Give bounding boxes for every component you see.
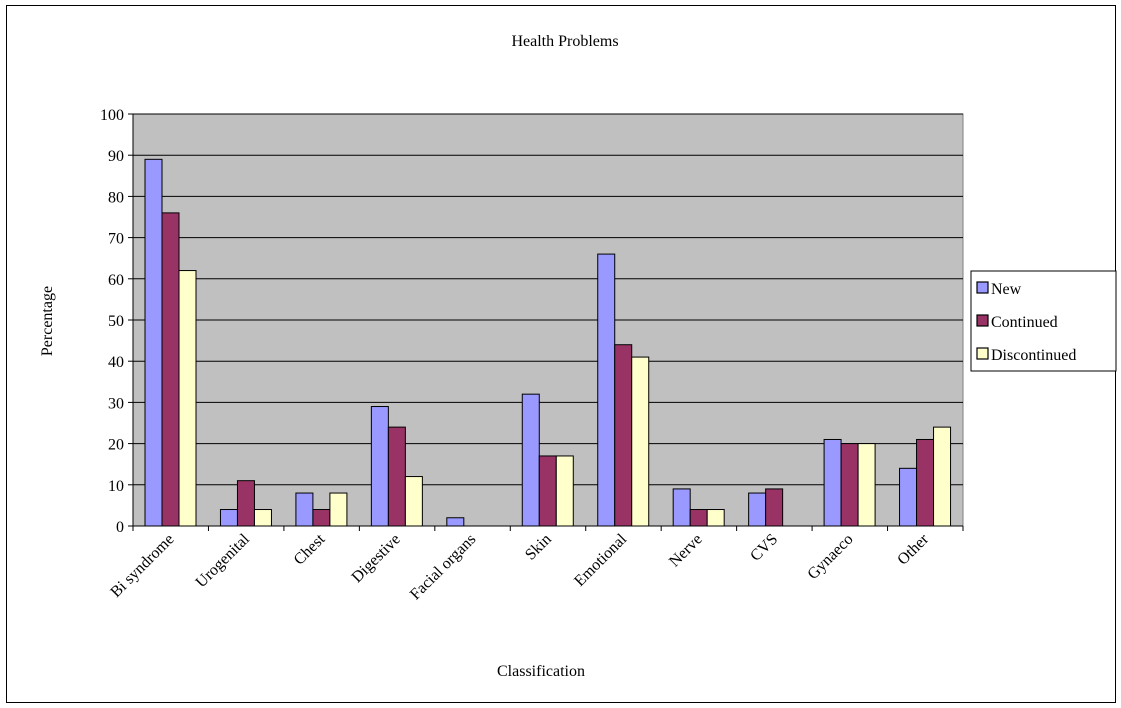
y-tick-label: 50 — [108, 313, 124, 330]
y-tick-label: 20 — [108, 437, 124, 454]
bar-discontinued-gynaeco — [857, 443, 876, 527]
bar-new-bi-syndrome — [144, 158, 163, 527]
bar-discontinued-skin — [555, 455, 574, 527]
bar-new-digestive — [370, 406, 389, 527]
bar-continued-digestive — [387, 426, 406, 527]
y-tick-label: 40 — [108, 354, 124, 371]
y-tick-label: 60 — [108, 272, 124, 289]
x-tick-label: Other — [894, 530, 932, 568]
legend-label: New — [991, 281, 1022, 298]
bar-continued-nerve — [689, 509, 708, 527]
x-tick-label: Gynaeco — [804, 531, 856, 583]
legend-swatch — [976, 314, 989, 327]
y-tick-label: 70 — [108, 231, 124, 248]
x-tick-label: Bi syndrome — [107, 531, 177, 601]
bar-new-gynaeco — [823, 438, 842, 527]
legend-swatch — [976, 281, 989, 294]
bar-continued-gynaeco — [840, 443, 859, 527]
legend-label: Continued — [991, 314, 1058, 331]
bar-new-cvs — [748, 492, 767, 527]
x-tick-label: CVS — [747, 531, 781, 565]
x-tick-label: Facial organs — [407, 531, 479, 603]
y-tick-label: 0 — [116, 519, 124, 536]
bar-discontinued-bi-syndrome — [178, 270, 197, 527]
bar-discontinued-other — [933, 426, 952, 527]
bar-new-chest — [295, 492, 314, 527]
y-tick-label: 30 — [108, 395, 124, 412]
plot-area: 0 10 20 30 40 50 60 70 80 90 100 Bi syndrome Urogeni… — [100, 107, 964, 603]
bar-continued-skin — [538, 455, 557, 527]
bar-continued-urogenital — [236, 480, 255, 527]
x-tick-label: Urogenital — [193, 530, 254, 591]
y-tick-label: 100 — [100, 107, 124, 124]
bar-discontinued-urogenital — [253, 509, 272, 527]
bar-discontinued-digestive — [404, 476, 423, 527]
bar-discontinued-nerve — [706, 509, 725, 527]
x-tick-label: Chest — [291, 530, 329, 568]
bar-continued-other — [916, 438, 935, 527]
bar-continued-chest — [312, 509, 331, 527]
x-tick-label: Emotional — [571, 530, 631, 590]
y-tick-label: 80 — [108, 189, 124, 206]
x-axis-label: Classification — [497, 663, 585, 680]
chart-title: Health Problems — [511, 33, 618, 50]
bar-discontinued-emotional — [631, 356, 650, 527]
bar-new-skin — [521, 393, 540, 527]
bar-new-urogenital — [219, 509, 238, 527]
y-tick-label: 10 — [108, 478, 124, 495]
x-tick-label: Digestive — [349, 531, 404, 586]
bar-discontinued-chest — [329, 492, 348, 527]
bar-new-nerve — [672, 488, 691, 527]
legend-box — [970, 270, 1117, 372]
y-tick-label: 90 — [108, 148, 124, 165]
bar-continued-bi-syndrome — [161, 212, 180, 527]
legend: New Continued Discontinued — [970, 270, 1117, 372]
legend-swatch — [976, 347, 989, 360]
bar-new-facial-organs — [446, 517, 465, 527]
bar-new-other — [899, 467, 918, 527]
x-tick-label: Nerve — [666, 531, 706, 571]
bar-new-emotional — [597, 253, 616, 527]
y-axis-label: Percentage — [39, 286, 56, 356]
legend-label: Discontinued — [991, 347, 1076, 364]
x-tick-label: Skin — [522, 531, 555, 564]
bar-continued-emotional — [614, 344, 633, 527]
bar-continued-cvs — [765, 488, 784, 527]
